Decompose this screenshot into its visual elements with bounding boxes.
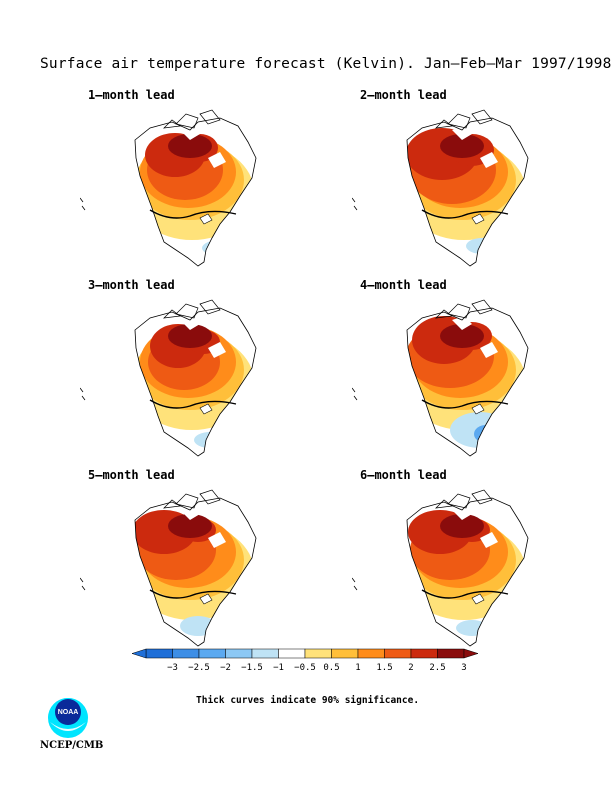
- legend-swatch: [198, 648, 226, 659]
- panel-label: 4–month lead: [360, 278, 447, 292]
- significance-contour: [421, 209, 509, 219]
- legend-min-arrow: [131, 648, 147, 659]
- temperature-map: [80, 299, 257, 457]
- significance-contour: [421, 589, 509, 599]
- legend-tick-label: 1: [355, 663, 360, 673]
- legend-swatch: [145, 648, 173, 659]
- legend-tick-label: 0.5: [323, 663, 339, 673]
- legend-swatch: [410, 648, 438, 659]
- panel-label: 1–month lead: [88, 88, 175, 102]
- significance-contour: [421, 399, 509, 409]
- temperature-map: [80, 489, 257, 647]
- map-panel-6-month: 6–month lead: [352, 468, 582, 647]
- figure-title: Surface air temperature forecast (Kelvin…: [40, 56, 612, 72]
- panel-label: 2–month lead: [360, 88, 447, 102]
- temperature-map: [352, 489, 529, 647]
- temperature-map: [352, 109, 529, 267]
- temperature-map: [352, 299, 529, 457]
- color-legend: −3 −2.5 −2 −1.5 −1 −0.5 0.5 1 1.5 2 2.5 3: [131, 648, 479, 673]
- significance-contour: [149, 209, 237, 219]
- map-panel-2-month: 2–month lead: [352, 88, 582, 267]
- temperature-map: [80, 109, 257, 267]
- legend-swatch: [278, 648, 306, 659]
- map-panel-4-month: 4–month lead: [352, 278, 582, 457]
- map-panel-3-month: 3–month lead: [80, 278, 310, 457]
- panel-label: 5–month lead: [88, 468, 175, 482]
- legend-swatch: [437, 648, 465, 659]
- legend-tick-label: 1.5: [376, 663, 392, 673]
- legend-tick-label: 2: [408, 663, 413, 673]
- map-panel-5-month: 5–month lead: [80, 468, 310, 647]
- significance-note: Thick curves indicate 90% significance.: [196, 695, 420, 706]
- panel-label: 3–month lead: [88, 278, 175, 292]
- legend-swatch: [331, 648, 359, 659]
- legend-tick-label: −2.5: [188, 663, 210, 673]
- legend-tick-label: −2: [220, 663, 231, 673]
- legend-swatch: [225, 648, 253, 659]
- significance-contour: [149, 589, 237, 599]
- legend-swatch: [251, 648, 279, 659]
- legend-tick-label: 3: [461, 663, 466, 673]
- legend-swatch: [172, 648, 200, 659]
- legend-swatch: [357, 648, 385, 659]
- significance-contour: [149, 399, 237, 409]
- legend-tick-label: 2.5: [429, 663, 445, 673]
- legend-max-arrow: [463, 648, 479, 659]
- svg-text:NOAA: NOAA: [58, 709, 79, 716]
- legend-tick-label: −1.5: [241, 663, 263, 673]
- panel-label: 6–month lead: [360, 468, 447, 482]
- map-panel-1-month: 1–month lead: [80, 88, 310, 267]
- legend-tick-label: −3: [167, 663, 178, 673]
- agency-label: NCEP/CMB: [40, 740, 104, 751]
- anomaly-shading: [407, 308, 528, 456]
- noaa-logo-icon: NOAA: [48, 698, 88, 738]
- legend-tick-label: −1: [273, 663, 284, 673]
- legend-swatch: [384, 648, 412, 659]
- legend-swatch: [304, 648, 332, 659]
- legend-tick-label: −0.5: [294, 663, 316, 673]
